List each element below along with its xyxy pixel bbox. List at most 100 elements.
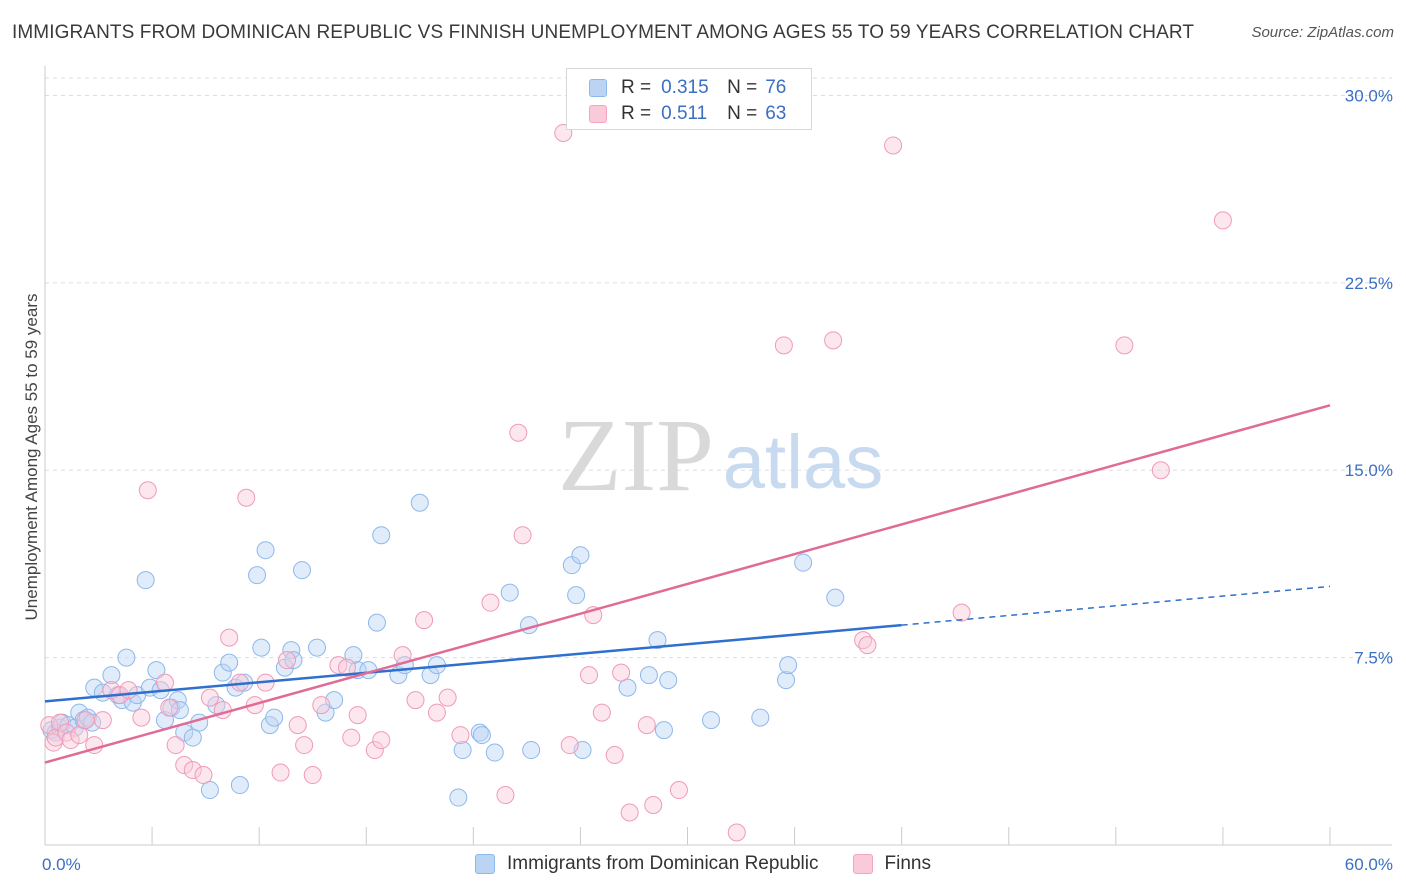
data-point xyxy=(592,703,611,722)
chart-title: IMMIGRANTS FROM DOMINICAN REPUBLIC VS FI… xyxy=(12,22,1195,43)
data-point xyxy=(481,593,500,612)
data-point xyxy=(727,823,746,842)
data-point xyxy=(774,336,793,355)
data-point xyxy=(637,716,656,735)
data-point xyxy=(175,756,194,775)
data-point xyxy=(132,708,151,727)
data-point xyxy=(342,728,361,747)
data-point xyxy=(513,526,532,545)
data-point xyxy=(702,711,721,730)
data-point xyxy=(372,526,391,545)
data-point xyxy=(237,488,256,507)
watermark-atlas: atlas xyxy=(723,420,884,505)
data-point xyxy=(794,553,813,572)
data-point xyxy=(183,728,202,747)
data-point xyxy=(138,481,157,500)
data-point xyxy=(220,628,239,647)
r-key: R = xyxy=(621,77,652,98)
data-point xyxy=(522,741,541,760)
data-point xyxy=(200,688,219,707)
data-point xyxy=(284,651,303,670)
data-point xyxy=(496,786,515,805)
data-point xyxy=(312,696,331,715)
data-point xyxy=(453,741,472,760)
data-point xyxy=(472,726,491,745)
data-point xyxy=(884,136,903,155)
grid-lines xyxy=(45,77,1392,659)
data-point xyxy=(160,698,179,717)
data-point xyxy=(303,766,322,785)
r-key: R = xyxy=(621,103,652,124)
trend-line-dominican-extension xyxy=(901,585,1331,626)
r-value: 0.511 xyxy=(661,103,708,124)
data-point xyxy=(365,741,384,760)
series-legend: Immigrants from Dominican Republic Finns xyxy=(0,853,1406,875)
data-point xyxy=(612,663,631,682)
source-label: Source: ZipAtlas.com xyxy=(1251,24,1394,41)
y-tick-label: 7.5% xyxy=(1354,649,1393,668)
legend-item-dominican[interactable]: Immigrants from Dominican Republic xyxy=(475,853,819,875)
n-value: 63 xyxy=(765,103,787,124)
data-point xyxy=(567,586,586,605)
data-point xyxy=(70,726,89,745)
data-point xyxy=(220,653,239,672)
data-point xyxy=(117,648,136,667)
data-point xyxy=(265,708,284,727)
data-point xyxy=(777,671,796,690)
data-point xyxy=(93,711,112,730)
data-point xyxy=(372,731,391,750)
data-point xyxy=(348,706,367,725)
data-point xyxy=(427,703,446,722)
data-point xyxy=(147,661,166,680)
data-point xyxy=(639,666,658,685)
legend-label-dominican: Immigrants from Dominican Republic xyxy=(507,853,819,874)
n-value: 76 xyxy=(765,77,787,98)
x-tick-label: 60.0% xyxy=(1345,855,1393,874)
data-point xyxy=(620,803,639,822)
data-point xyxy=(46,728,65,747)
data-point xyxy=(952,603,971,622)
data-point xyxy=(751,708,770,727)
data-point xyxy=(213,663,232,682)
data-point xyxy=(256,541,275,560)
n-key: N = xyxy=(727,77,758,98)
data-point xyxy=(669,781,688,800)
data-point xyxy=(155,673,174,692)
series-dominican-points xyxy=(42,493,845,807)
data-point xyxy=(61,731,80,750)
data-point xyxy=(119,681,138,700)
data-point xyxy=(1213,211,1232,230)
data-point xyxy=(779,656,798,675)
data-point xyxy=(166,736,185,755)
data-point xyxy=(1115,336,1134,355)
data-point xyxy=(571,546,590,565)
data-point xyxy=(200,781,219,800)
data-point xyxy=(470,723,489,742)
legend-item-finns[interactable]: Finns xyxy=(852,853,931,875)
trend-line-finns xyxy=(44,404,1331,764)
data-point xyxy=(415,611,434,630)
data-point xyxy=(654,721,673,740)
data-point xyxy=(194,766,213,785)
data-point xyxy=(230,776,249,795)
data-point xyxy=(288,716,307,735)
stats-row-finns: R = 0.511 N = 63 xyxy=(589,102,786,126)
data-point xyxy=(252,638,271,657)
data-point xyxy=(278,651,297,670)
data-point xyxy=(560,736,579,755)
swatch-finns xyxy=(589,105,607,123)
data-point xyxy=(858,636,877,655)
trend-lines xyxy=(44,404,1331,764)
data-point xyxy=(485,743,504,762)
data-point xyxy=(509,423,528,442)
r-value: 0.315 xyxy=(661,77,709,98)
data-point xyxy=(579,666,598,685)
legend-swatch-dominican xyxy=(475,854,496,874)
data-point xyxy=(648,631,667,650)
watermark: ZIP atlas xyxy=(558,398,883,513)
data-point xyxy=(102,666,121,685)
y-tick-label: 22.5% xyxy=(1345,274,1393,293)
data-point xyxy=(644,796,663,815)
y-tick-label: 15.0% xyxy=(1345,461,1393,480)
